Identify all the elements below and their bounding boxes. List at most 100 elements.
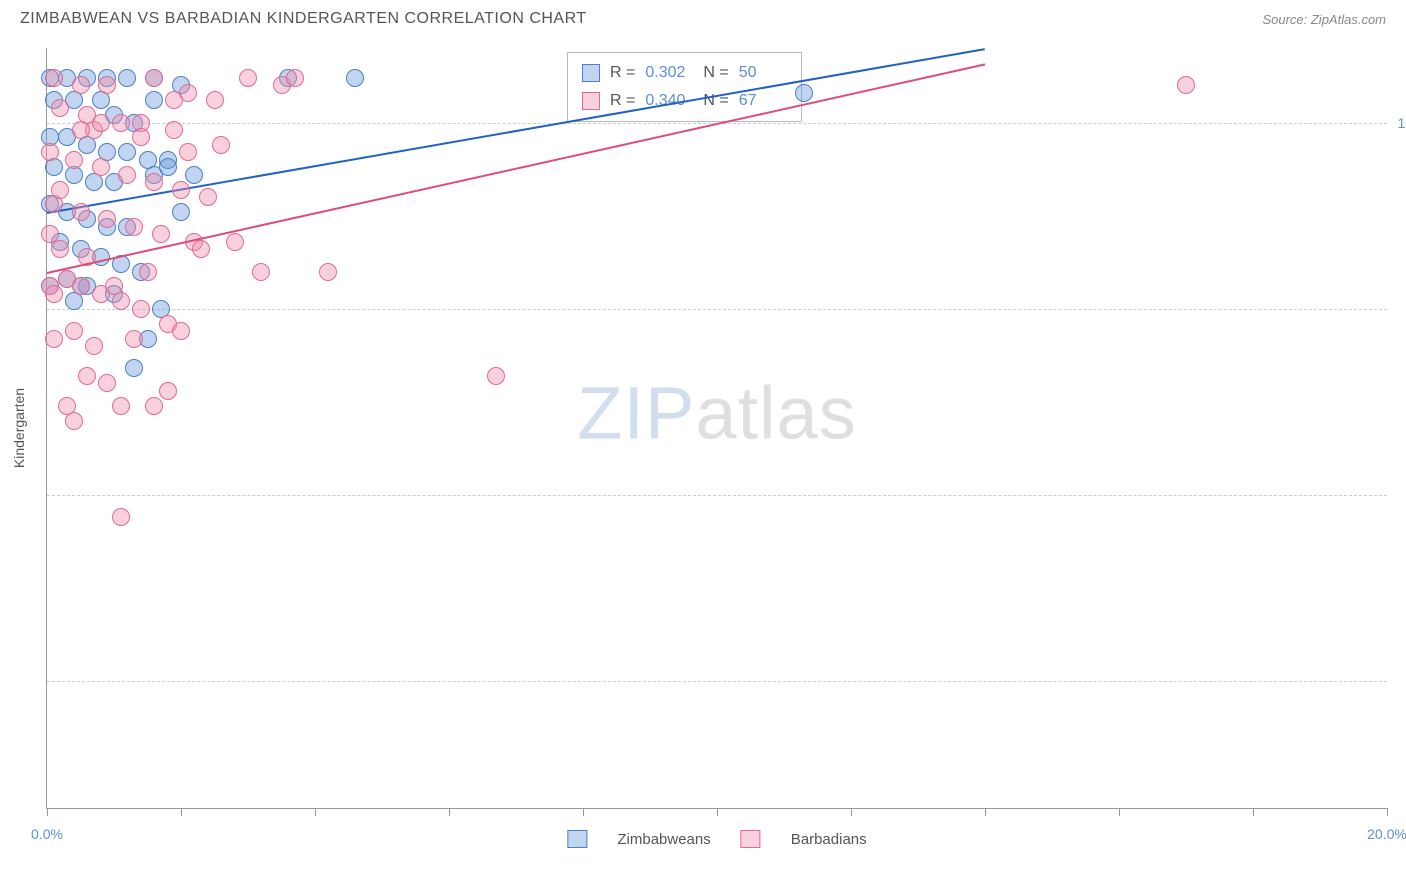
scatter-point bbox=[72, 76, 90, 94]
scatter-point bbox=[286, 69, 304, 87]
legend: Zimbabweans Barbadians bbox=[567, 830, 866, 848]
stats-row-zimbabweans: R = 0.302 N = 50 bbox=[582, 59, 787, 87]
scatter-point bbox=[319, 263, 337, 281]
x-tick bbox=[1253, 808, 1254, 816]
scatter-point bbox=[45, 69, 63, 87]
scatter-point bbox=[92, 158, 110, 176]
scatter-point bbox=[145, 173, 163, 191]
scatter-point bbox=[1177, 76, 1195, 94]
chart-plot-area: Kindergarten ZIPatlas R = 0.302 N = 50 R… bbox=[46, 48, 1387, 809]
scatter-point bbox=[98, 210, 116, 228]
scatter-point bbox=[41, 143, 59, 161]
chart-source: Source: ZipAtlas.com bbox=[1262, 12, 1386, 27]
scatter-point bbox=[65, 322, 83, 340]
legend-label-zimbabweans: Zimbabweans bbox=[617, 831, 710, 848]
r-label: R = bbox=[610, 59, 635, 87]
watermark-zip: ZIP bbox=[577, 371, 695, 454]
scatter-point bbox=[145, 69, 163, 87]
swatch-barbadians bbox=[582, 92, 600, 110]
x-tick bbox=[47, 808, 48, 816]
scatter-point bbox=[132, 128, 150, 146]
scatter-point bbox=[239, 69, 257, 87]
x-tick bbox=[181, 808, 182, 816]
scatter-point bbox=[51, 181, 69, 199]
scatter-point bbox=[58, 397, 76, 415]
scatter-point bbox=[159, 158, 177, 176]
scatter-point bbox=[51, 240, 69, 258]
scatter-point bbox=[125, 330, 143, 348]
gridline bbox=[47, 309, 1387, 310]
scatter-point bbox=[172, 203, 190, 221]
scatter-point bbox=[125, 218, 143, 236]
scatter-point bbox=[152, 225, 170, 243]
scatter-point bbox=[72, 277, 90, 295]
scatter-point bbox=[45, 285, 63, 303]
x-tick bbox=[583, 808, 584, 816]
scatter-point bbox=[226, 233, 244, 251]
scatter-point bbox=[185, 166, 203, 184]
watermark-atlas: atlas bbox=[695, 371, 856, 454]
scatter-point bbox=[92, 114, 110, 132]
scatter-point bbox=[85, 337, 103, 355]
scatter-point bbox=[795, 84, 813, 102]
scatter-point bbox=[346, 69, 364, 87]
scatter-point bbox=[159, 382, 177, 400]
scatter-point bbox=[112, 397, 130, 415]
scatter-point bbox=[105, 277, 123, 295]
gridline bbox=[47, 681, 1387, 682]
scatter-point bbox=[72, 203, 90, 221]
scatter-point bbox=[65, 151, 83, 169]
n-value-zimbabweans: 50 bbox=[739, 59, 787, 87]
x-tick bbox=[1387, 808, 1388, 816]
chart-header: ZIMBABWEAN VS BARBADIAN KINDERGARTEN COR… bbox=[0, 0, 1406, 34]
x-tick-label: 20.0% bbox=[1367, 826, 1406, 842]
scatter-point bbox=[112, 114, 130, 132]
scatter-point bbox=[45, 330, 63, 348]
scatter-point bbox=[112, 508, 130, 526]
scatter-point bbox=[165, 91, 183, 109]
scatter-point bbox=[98, 374, 116, 392]
scatter-point bbox=[118, 69, 136, 87]
x-tick bbox=[1119, 808, 1120, 816]
legend-swatch-zimbabweans bbox=[567, 830, 587, 848]
chart-title: ZIMBABWEAN VS BARBADIAN KINDERGARTEN COR… bbox=[20, 10, 587, 28]
scatter-point bbox=[41, 225, 59, 243]
x-tick bbox=[315, 808, 316, 816]
legend-label-barbadians: Barbadians bbox=[791, 831, 867, 848]
gridline bbox=[47, 495, 1387, 496]
scatter-point bbox=[51, 99, 69, 117]
scatter-point bbox=[206, 91, 224, 109]
y-tick-label: 97.5% bbox=[1395, 301, 1406, 317]
scatter-point bbox=[98, 76, 116, 94]
scatter-point bbox=[172, 322, 190, 340]
y-axis-label: Kindergarten bbox=[11, 388, 27, 468]
scatter-point bbox=[118, 143, 136, 161]
legend-swatch-barbadians bbox=[741, 830, 761, 848]
scatter-point bbox=[179, 143, 197, 161]
y-tick-label: 92.5% bbox=[1395, 673, 1406, 689]
y-tick-label: 100.0% bbox=[1395, 115, 1406, 131]
scatter-point bbox=[487, 367, 505, 385]
scatter-point bbox=[145, 397, 163, 415]
watermark: ZIPatlas bbox=[577, 370, 856, 455]
x-tick bbox=[449, 808, 450, 816]
x-tick bbox=[985, 808, 986, 816]
n-label: N = bbox=[703, 87, 728, 115]
scatter-point bbox=[212, 136, 230, 154]
swatch-zimbabweans bbox=[582, 64, 600, 82]
scatter-point bbox=[192, 240, 210, 258]
scatter-point bbox=[165, 121, 183, 139]
scatter-point bbox=[118, 166, 136, 184]
scatter-point bbox=[78, 367, 96, 385]
scatter-point bbox=[132, 300, 150, 318]
n-label: N = bbox=[703, 59, 728, 87]
r-value-zimbabweans: 0.302 bbox=[645, 59, 693, 87]
scatter-point bbox=[172, 181, 190, 199]
scatter-point bbox=[199, 188, 217, 206]
y-tick-label: 95.0% bbox=[1395, 487, 1406, 503]
x-tick bbox=[717, 808, 718, 816]
scatter-point bbox=[125, 359, 143, 377]
x-tick bbox=[851, 808, 852, 816]
scatter-point bbox=[145, 91, 163, 109]
x-tick-label: 0.0% bbox=[31, 826, 63, 842]
